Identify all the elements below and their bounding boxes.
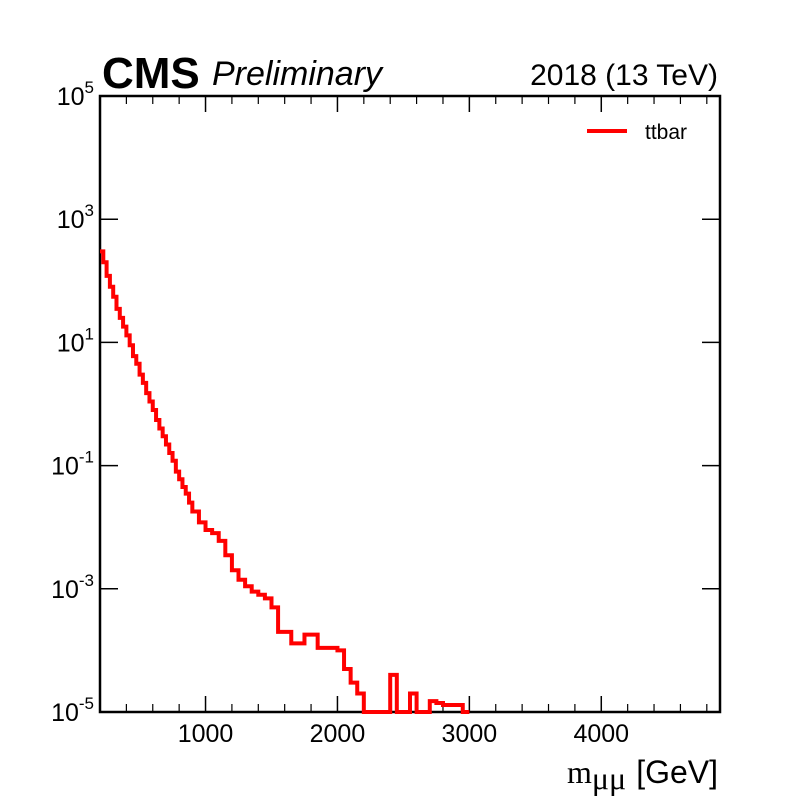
x-axis-label: mμμ [GeV] bbox=[567, 754, 718, 796]
lumi-label: 2018 (13 TeV) bbox=[530, 59, 718, 92]
x-tick-label: 2000 bbox=[310, 720, 366, 748]
series-line-ttbar bbox=[100, 249, 470, 714]
x-axis-label-unit: [GeV] bbox=[636, 754, 718, 790]
x-tick-label: 1000 bbox=[178, 720, 234, 748]
status-label: Preliminary bbox=[212, 55, 384, 93]
y-tick-label: 103 bbox=[57, 201, 94, 234]
x-axis-label-math: m bbox=[567, 754, 592, 790]
x-tick-label: 4000 bbox=[573, 720, 629, 748]
x-tick-label: 3000 bbox=[442, 720, 498, 748]
legend-label-ttbar: ttbar bbox=[645, 121, 687, 144]
x-axis-label-sub: μμ bbox=[592, 760, 626, 796]
legend: ttbar bbox=[587, 121, 687, 144]
y-tick-label: 101 bbox=[57, 324, 94, 357]
x-axis-ticks: 1000 2000 3000 4000 bbox=[99, 96, 708, 748]
y-tick-label: 10-3 bbox=[51, 571, 94, 604]
series-group bbox=[100, 249, 470, 714]
y-tick-label: 10-1 bbox=[51, 448, 94, 481]
y-axis-ticks: 10-5 10-3 10-1 101 103 105 bbox=[51, 78, 720, 727]
experiment-label: CMS bbox=[102, 49, 200, 98]
y-tick-label: 10-5 bbox=[51, 694, 94, 727]
y-tick-label: 105 bbox=[57, 78, 94, 111]
plot-frame bbox=[98, 94, 722, 714]
